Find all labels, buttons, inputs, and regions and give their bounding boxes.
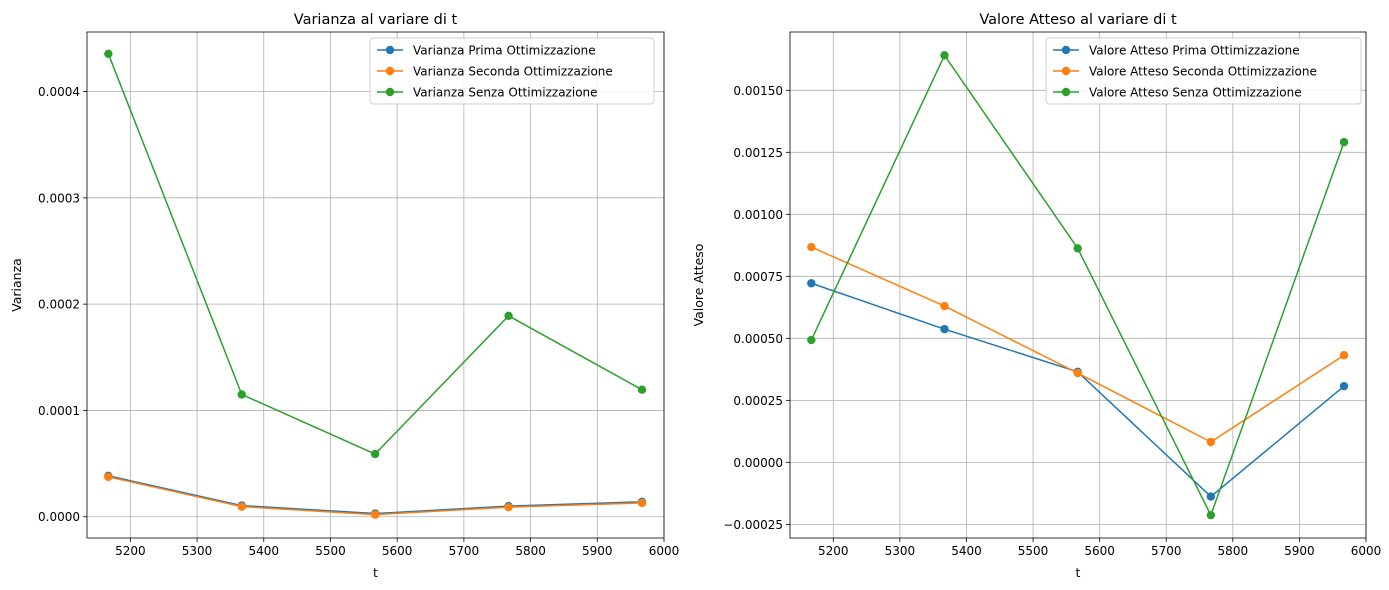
x-tick-label: 5500 xyxy=(315,544,346,558)
series-3 xyxy=(104,49,647,459)
y-tick-label: 0.00150 xyxy=(733,84,783,98)
legend-entry: Varianza Senza Ottimizzazione xyxy=(413,86,598,100)
x-tick-label: 5200 xyxy=(115,544,146,558)
legend-entry: Varianza Prima Ottimizzazione xyxy=(413,44,596,58)
legend-entry: Varianza Seconda Ottimizzazione xyxy=(413,65,613,79)
x-tick-label: 5300 xyxy=(885,544,916,558)
data-point xyxy=(1073,368,1082,378)
x-tick-label: 6000 xyxy=(649,544,680,558)
y-tick-label: 0.00000 xyxy=(733,456,783,470)
legend-entry: Valore Atteso Seconda Ottimizzazione xyxy=(1089,65,1317,79)
legend-box xyxy=(369,37,655,105)
x-tick-label: 5500 xyxy=(1018,544,1049,558)
legend-marker xyxy=(385,66,395,76)
y-tick-label: 0.00050 xyxy=(733,332,783,346)
y-axis-label: Varianza xyxy=(9,258,24,312)
x-tick-label: 6000 xyxy=(1351,544,1382,558)
x-tick-label: 5400 xyxy=(951,544,982,558)
x-tick-label: 5800 xyxy=(1218,544,1249,558)
y-tick-label: 0.00100 xyxy=(733,208,783,222)
y-tick-label: 0.0002 xyxy=(38,298,80,312)
data-point xyxy=(637,498,647,508)
series-2 xyxy=(807,242,1349,447)
data-point xyxy=(940,324,949,334)
x-tick-label: 5900 xyxy=(1284,544,1315,558)
data-point xyxy=(1339,350,1349,360)
y-tick-label: 0.0004 xyxy=(38,85,80,99)
x-tick-label: 5400 xyxy=(248,544,279,558)
data-point xyxy=(1339,382,1349,391)
legend-entry: Valore Atteso Prima Ottimizzazione xyxy=(1089,44,1300,58)
chart-title: Valore Atteso al variare di t xyxy=(979,12,1177,28)
data-point xyxy=(370,510,380,519)
data-point xyxy=(1339,137,1349,147)
x-tick-label: 5300 xyxy=(182,544,213,558)
legend: Varianza Prima Ottimizzazione Varianza Se… xyxy=(369,37,655,105)
legend-marker xyxy=(1061,87,1071,97)
data-point xyxy=(504,311,513,321)
data-point xyxy=(807,242,816,252)
x-tick-label: 5800 xyxy=(515,544,546,558)
data-point xyxy=(1206,437,1216,447)
y-tick-label: 0.00125 xyxy=(733,146,783,160)
y-tick-label: 0.0003 xyxy=(38,191,80,205)
chart-varianza: 5200 5300 5400 5500 5600 5700 5800 5900 6000 0.00… xyxy=(9,12,679,580)
legend-marker xyxy=(1061,66,1071,76)
legend: Valore Atteso Prima Ottimizzazione Valore… xyxy=(1045,37,1362,105)
y-tick-label: 0.0000 xyxy=(38,510,80,524)
data-point xyxy=(637,385,647,394)
legend-entry: Valore Atteso Senza Ottimizzazione xyxy=(1089,86,1302,100)
y-tick-label: −0.00025 xyxy=(723,518,783,532)
x-axis-label: t xyxy=(1076,565,1081,580)
legend-box xyxy=(1045,37,1362,105)
data-point xyxy=(807,335,816,345)
plot-area xyxy=(87,32,664,538)
y-tick-label: 0.00025 xyxy=(733,394,783,408)
data-point xyxy=(504,502,513,512)
data-point xyxy=(104,49,113,58)
x-tick-label: 5600 xyxy=(1084,544,1115,558)
legend-marker xyxy=(385,87,395,97)
data-point xyxy=(1073,244,1082,253)
data-point xyxy=(1206,492,1216,501)
y-tick-label: 0.00075 xyxy=(733,270,783,284)
x-tick-label: 5900 xyxy=(582,544,613,558)
data-point xyxy=(237,502,246,511)
y-tick-label: 0.0001 xyxy=(38,404,80,418)
data-point xyxy=(807,279,816,288)
x-tick-label: 5700 xyxy=(1151,544,1182,558)
axes-frame xyxy=(86,31,665,539)
chart-title: Varianza al variare di t xyxy=(294,12,458,28)
data-point xyxy=(370,449,380,459)
x-tick-label: 5200 xyxy=(818,544,849,558)
series-2 xyxy=(104,472,647,519)
y-axis-label: Valore Atteso xyxy=(691,244,706,327)
x-axis-label: t xyxy=(373,565,378,580)
data-point xyxy=(940,51,949,60)
data-point xyxy=(237,390,246,399)
data-point xyxy=(1206,510,1216,520)
x-tick-label: 5700 xyxy=(449,544,480,558)
chart-valore-atteso: 5200 5300 5400 5500 5600 5700 5800 5900 6000 −0.0… xyxy=(691,12,1381,580)
data-point xyxy=(104,472,113,482)
plot-area xyxy=(790,32,1366,538)
series-3 xyxy=(807,51,1349,520)
x-tick-label: 5600 xyxy=(382,544,413,558)
axes-frame xyxy=(789,31,1367,539)
legend-marker xyxy=(385,45,395,55)
data-point xyxy=(940,301,949,311)
legend-marker xyxy=(1061,45,1071,55)
